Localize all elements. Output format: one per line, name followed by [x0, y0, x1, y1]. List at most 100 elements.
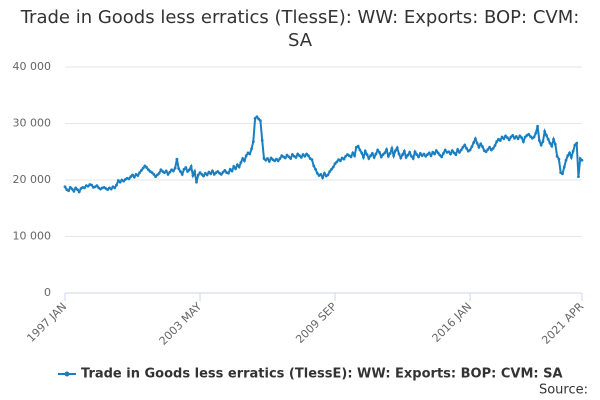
point: [571, 149, 575, 153]
point: [122, 179, 126, 183]
point: [564, 158, 568, 162]
point: [152, 172, 156, 176]
legend-marker: [64, 371, 70, 377]
point: [234, 167, 237, 171]
y-tick-label: 20 000: [13, 173, 52, 186]
point: [502, 137, 506, 141]
point: [440, 155, 444, 159]
point: [433, 152, 436, 156]
point: [328, 170, 332, 173]
point: [129, 175, 133, 179]
point: [203, 171, 207, 175]
point: [568, 151, 571, 155]
point: [577, 175, 580, 179]
point: [543, 130, 547, 133]
point: [184, 166, 188, 169]
point: [413, 150, 417, 154]
point: [436, 151, 440, 155]
point: [553, 143, 557, 146]
point: [221, 170, 225, 174]
point: [509, 135, 513, 139]
point: [205, 173, 209, 177]
point: [450, 149, 454, 153]
point: [173, 166, 177, 170]
point: [500, 135, 504, 139]
point: [250, 147, 253, 151]
point: [276, 159, 280, 163]
point: [187, 168, 191, 172]
point: [378, 150, 381, 154]
point: [381, 153, 385, 156]
point: [179, 170, 182, 173]
point: [394, 149, 397, 153]
point: [406, 153, 410, 157]
point: [68, 185, 72, 189]
point: [196, 173, 200, 177]
point: [504, 134, 508, 138]
point: [580, 158, 584, 162]
point: [458, 150, 461, 154]
point: [301, 153, 305, 156]
point: [417, 155, 420, 159]
point: [159, 168, 163, 172]
point: [166, 172, 170, 176]
point: [523, 135, 527, 139]
point: [411, 157, 415, 160]
point: [410, 154, 413, 158]
point: [385, 148, 388, 151]
point: [139, 168, 143, 172]
point: [326, 173, 330, 177]
point: [115, 183, 118, 187]
point: [372, 156, 376, 159]
point: [312, 164, 316, 168]
point: [505, 136, 509, 140]
point: [463, 143, 467, 147]
point: [239, 161, 243, 164]
point: [489, 148, 493, 152]
point: [569, 156, 573, 159]
point: [235, 163, 239, 167]
point: [557, 157, 561, 161]
point: [191, 174, 195, 177]
point: [305, 152, 309, 156]
point: [289, 157, 293, 160]
point: [344, 154, 348, 158]
point: [207, 170, 211, 174]
point: [291, 153, 294, 156]
point: [275, 157, 278, 161]
point: [516, 137, 520, 141]
point: [379, 155, 383, 159]
point: [330, 167, 333, 171]
point: [536, 124, 539, 128]
point: [211, 169, 214, 173]
point: [342, 157, 346, 161]
point: [86, 184, 90, 188]
point: [573, 143, 577, 147]
point: [484, 150, 488, 154]
point: [507, 138, 511, 142]
point: [511, 133, 515, 137]
point: [399, 156, 403, 160]
point: [175, 157, 179, 161]
point: [186, 170, 189, 173]
x-tick-label: 2021 APR: [539, 300, 586, 347]
point: [561, 172, 564, 176]
point: [248, 152, 252, 156]
point: [493, 144, 497, 147]
point: [520, 136, 523, 140]
point: [193, 170, 197, 173]
point: [474, 137, 477, 141]
point: [550, 144, 554, 148]
point: [216, 170, 220, 173]
point: [157, 171, 161, 175]
series-line: [64, 115, 583, 194]
point: [83, 186, 86, 190]
point: [465, 146, 468, 150]
point: [136, 174, 140, 177]
point: [230, 169, 234, 173]
point: [227, 171, 230, 175]
point: [150, 171, 154, 175]
point: [168, 170, 172, 174]
point: [401, 153, 404, 156]
point: [264, 158, 268, 162]
